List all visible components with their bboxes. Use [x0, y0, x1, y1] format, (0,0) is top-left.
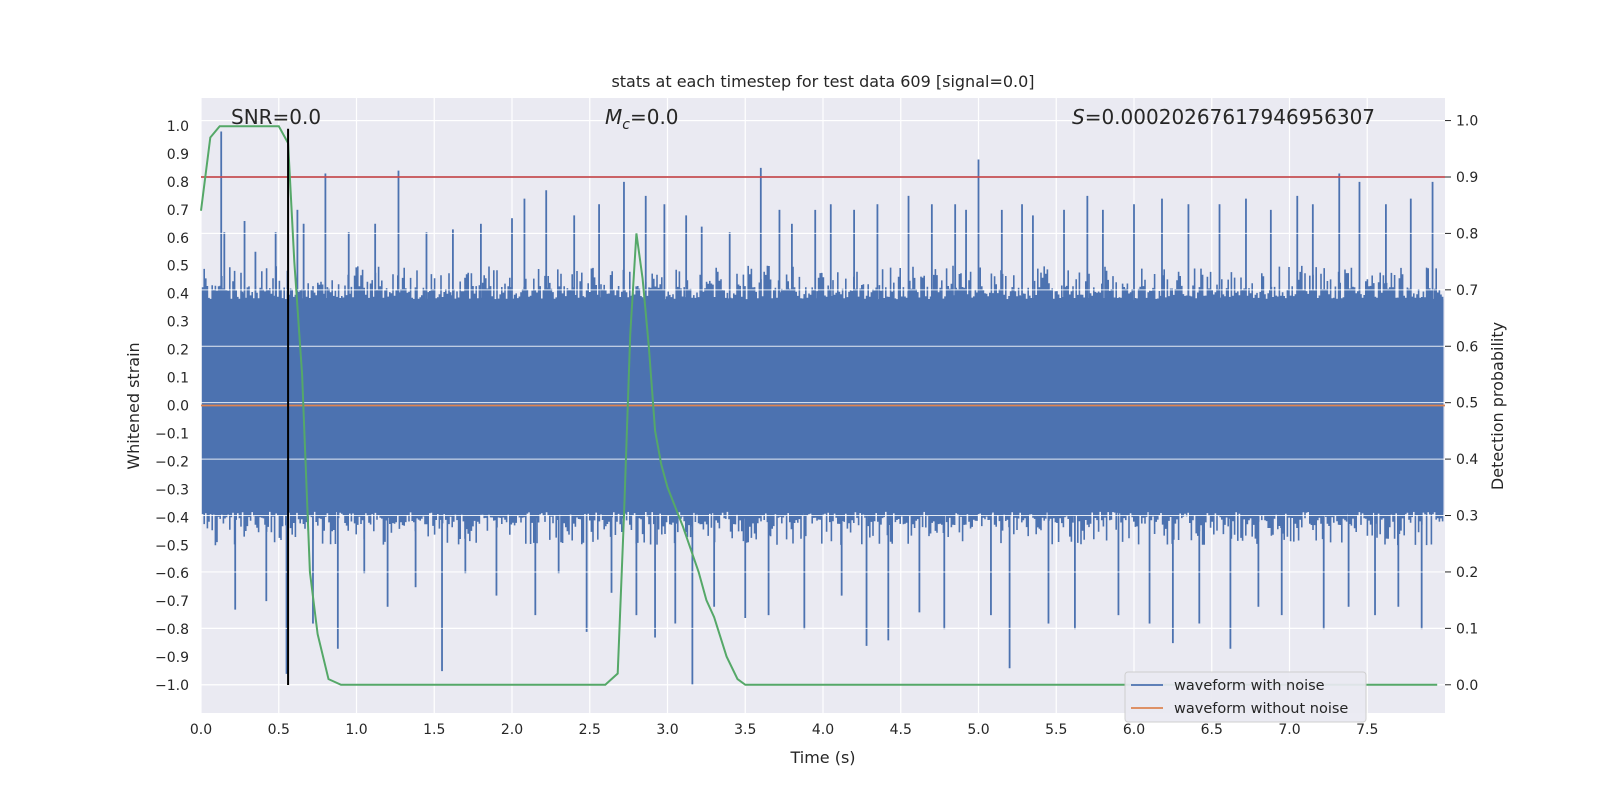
detection-probability-line	[200, 125, 1438, 686]
x-tick-label: 4.5	[890, 722, 912, 738]
y2-axis: 1.0 0.9 0.8 0.7 0.6 0.5 0.4 0.3 0.2 0.1 0.0	[1445, 114, 1478, 694]
y2-tick-label: 1.0	[1456, 114, 1478, 130]
legend: waveform with noise waveform without noi…	[1124, 671, 1367, 723]
y-tick-label: 0.0	[167, 399, 189, 415]
x-tick-label: 5.0	[967, 722, 989, 738]
y2-tick-label: 0.9	[1456, 170, 1478, 186]
x-tick-label: 6.0	[1123, 722, 1145, 738]
mc-value: =0.0	[630, 105, 679, 129]
y-tick-label: 0.9	[167, 147, 189, 163]
x-tick-label: 7.5	[1356, 722, 1378, 738]
x-tick-label: 0.5	[268, 722, 290, 738]
x-tick-label: 7.0	[1278, 722, 1300, 738]
y-tick-label: −0.8	[155, 622, 189, 638]
y-tick-label: −0.4	[155, 510, 189, 526]
y-tick-label: −0.1	[155, 426, 189, 442]
mc-annotation: Mc=0.0	[605, 105, 679, 133]
y2-tick-label: 0.6	[1456, 339, 1478, 355]
legend-label-clean: waveform without noise	[1174, 701, 1348, 717]
x-tick-label: 6.5	[1201, 722, 1223, 738]
chart-title: stats at each timestep for test data 609…	[611, 72, 1034, 91]
y2-tick-label: 0.7	[1456, 283, 1478, 299]
y2-tick-label: 0.3	[1456, 509, 1478, 525]
s-symbol: S	[1072, 105, 1085, 129]
x-axis: 0.0 0.5 1.0 1.5 2.0 2.5 3.0 3.5 4.0 4.5 5.0 5.5 6.0 6…	[190, 722, 1379, 738]
x-tick-label: 1.5	[423, 722, 445, 738]
y-tick-label: 0.5	[167, 259, 189, 275]
mc-symbol: M	[605, 105, 622, 129]
y-tick-label: −0.3	[155, 482, 189, 498]
y-axis: 1.0 0.9 0.8 0.7 0.6 0.5 0.4 0.3 0.2 0.1 0.0 −0.1 −0.…	[155, 119, 189, 694]
y2-tick-label: 0.8	[1456, 226, 1478, 242]
y-tick-label: 0.3	[167, 315, 189, 331]
y-tick-label: 1.0	[167, 119, 189, 135]
y-tick-label: 0.2	[167, 343, 189, 359]
mc-subscript: c	[622, 117, 630, 133]
y-tick-label: 0.7	[167, 203, 189, 219]
x-tick-label: 3.0	[656, 722, 678, 738]
y2-tick-label: 0.4	[1456, 452, 1478, 468]
y-tick-label: 0.1	[167, 371, 189, 387]
y-tick-label: −0.6	[155, 566, 189, 582]
x-tick-label: 3.5	[734, 722, 756, 738]
x-tick-label: 0.0	[190, 722, 212, 738]
x-tick-label: 2.5	[579, 722, 601, 738]
y-tick-label: 0.4	[167, 287, 189, 303]
y-tick-label: −0.5	[155, 538, 189, 554]
y-tick-label: 0.8	[167, 175, 189, 191]
y2-tick-label: 0.2	[1456, 565, 1478, 581]
y-tick-label: −0.2	[155, 454, 189, 470]
s-annotation: S=0.00020267617946956307	[1072, 105, 1375, 129]
y-axis-label: Whitened strain	[124, 342, 143, 469]
y-tick-label: −1.0	[155, 678, 189, 694]
x-tick-label: 5.5	[1045, 722, 1067, 738]
legend-box	[1124, 671, 1367, 723]
series-group	[200, 120, 1445, 686]
y2-tick-label: 0.1	[1456, 621, 1478, 637]
y-tick-label: −0.7	[155, 594, 189, 610]
y-tick-label: −0.9	[155, 650, 189, 666]
x-tick-label: 1.0	[345, 722, 367, 738]
y2-tick-label: 0.0	[1456, 678, 1478, 694]
x-tick-label: 4.0	[812, 722, 834, 738]
y-tick-label: 0.6	[167, 231, 189, 247]
legend-label-noise: waveform with noise	[1174, 678, 1325, 694]
s-value: =0.00020267617946956307	[1085, 105, 1375, 129]
snr-annotation: SNR=0.0	[231, 105, 321, 129]
x-axis-label: Time (s)	[789, 748, 855, 767]
y2-axis-label: Detection probability	[1488, 322, 1507, 490]
x-tick-label: 2.0	[501, 722, 523, 738]
y2-tick-label: 0.5	[1456, 396, 1478, 412]
